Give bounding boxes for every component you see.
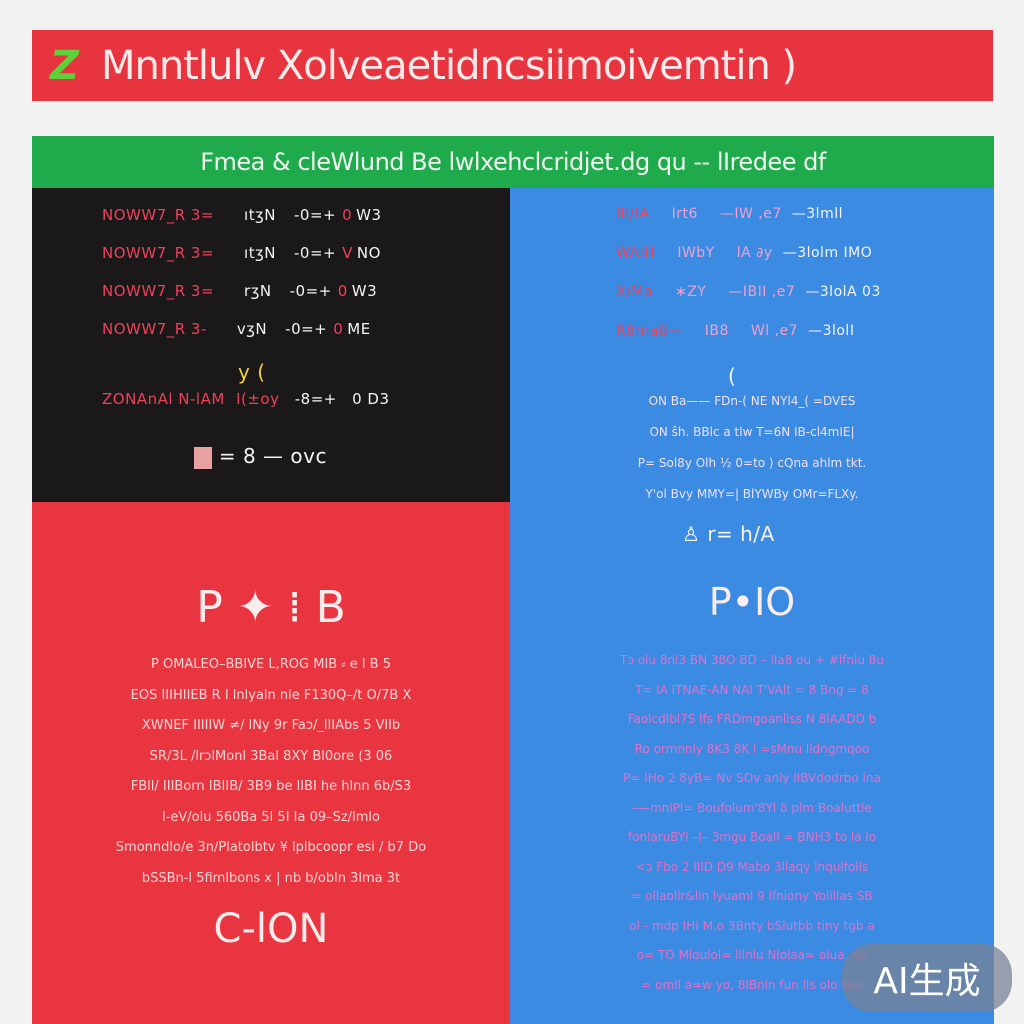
table-cell: —3lmll <box>791 206 843 222</box>
black-panel: NOWW7_R 3= ıtʒN -0=+ 0 W3 NOWW7_R 3= ıtʒN -0=+ V… <box>32 188 510 502</box>
red-title: P ✦ ⁞ B <box>196 582 346 633</box>
red-panel: P ✦ ⁞ B P OMALEO–BBIVE L,ROG MIB ⸗ e l B… <box>32 502 510 1024</box>
text-line: SR/3L /lrɔlMonl 3Bal 8XY Bl0ore (3 06 <box>149 748 393 764</box>
table-cell: Irt6 <box>671 206 698 222</box>
mark: ( <box>728 364 737 388</box>
text-line: XWNEF IIIIIW ≠/ lNy 9r Faɔ/_lIIAbs 5 VlI… <box>141 718 401 733</box>
text-line: Tɔ olu 8nl3 BN 38O BD – lIa8 ou + #lfnlu… <box>619 653 885 667</box>
icon-label: r= h/A <box>707 522 775 546</box>
text-line: Ro ormnnly 8K3 8K l =sMnu lldngmqoo <box>634 741 870 756</box>
person-icon: ♙ <box>682 522 708 546</box>
table-row: WAIH IWbY lA ∂y —3lolm IMO <box>616 245 872 261</box>
text-line: fonlaruBYl –I– 3mgu Boall = BNH3 to la l… <box>627 830 877 844</box>
table-cell: X/Ma <box>616 284 653 300</box>
table-cell: lA ∂y <box>736 245 773 261</box>
text-line: ol - mdp IHI M.o 3Bnty bSlutbb tiny tgb … <box>629 918 875 933</box>
table-row: IIl/IA Irt6 —IW ,e7 —3lmll <box>616 206 843 222</box>
text-line: T= lA lTNAE-AN NAl T'VAlt = 8 Bng = 8 <box>635 682 869 697</box>
table-row: X/Ma ∗ZY —IBII ,e7 —3lolA 03 <box>616 284 881 300</box>
summary-cell: I(±oy <box>236 390 280 408</box>
table-cell: NO <box>356 244 381 262</box>
summary-cell: -8=+ <box>294 390 337 408</box>
table-cell: NOWW7_R 3= <box>102 282 215 300</box>
table-cell: —IW ,e7 <box>719 206 782 222</box>
table-cell: NOWW7_R 3= <box>102 244 215 262</box>
text-line: = ollaollr&lin lyuaml 9 lfniony Yolillas… <box>631 889 873 903</box>
table-cell: NOWW7_R 3= <box>102 206 215 224</box>
table-cell: -0=+ <box>289 282 332 300</box>
table-cell: ıtʒN <box>244 206 276 224</box>
table-cell: —3lolm IMO <box>782 245 873 261</box>
text-line: Y'ol Bvy MMY=| BlYWBy OMr=FLXy. <box>645 487 859 501</box>
blue-panel: IIl/IA Irt6 —IW ,e7 —3lmll WAIH IWbY lA ∂y —3lo… <box>510 188 994 1024</box>
table-cell: -0=+ <box>293 206 337 224</box>
text-line: Smonndlo/e 3n/Platolbtv ¥ lplbcoopr esi … <box>115 840 427 855</box>
text-line: <ɔ Fbo 2 lIID D9 Mabo 3llaqy lnqulfolls <box>635 859 869 874</box>
table-cell: IIl/IA <box>616 206 650 222</box>
red-bottom-title: C-lON <box>213 906 329 952</box>
banner-title: Mnntlulv Xolveaetidncsiimoivemtin ) <box>101 42 797 89</box>
text-line: P= IHo 2 8yB= Nv SOv anly lIBVdodrbo lna <box>623 771 881 785</box>
table-cell: 0 <box>337 282 348 300</box>
table-cell: IB8 <box>704 323 729 339</box>
summary-row: ZONAnAl N-lAM I(±oy -8=+ 0 D3 <box>102 390 390 408</box>
footer-formula: = 8 — ovc <box>194 444 327 469</box>
text-line: bSSBn-l 5fimlbons x | nb b/obln 3lma 3t <box>141 870 401 886</box>
ai-generated-badge: AI生成 <box>842 944 1012 1012</box>
table-cell: 0 <box>333 320 344 338</box>
table-cell: 0 <box>342 206 353 224</box>
logo: Z <box>50 42 80 89</box>
table-cell: —3lolI <box>808 323 855 339</box>
text-line: FBll/ IIIBorn IBIIB/ 3B9 be lIBI he hlnn… <box>130 779 412 794</box>
text-line: ON ŝh. BBlc a tlw T=6N IB-cl4mIE| <box>649 425 855 439</box>
text-line: ON Ba—— FDn-( NE NYl4_( =DVES <box>648 394 856 408</box>
text-line: o= TO Mloulol= lllnlu Nlolaa= olua ·no <box>636 948 868 962</box>
marks: y ( <box>238 360 266 384</box>
text-line: P OMALEO–BBIVE L,ROG MIB ⸗ e l B 5 <box>150 657 392 672</box>
text-line: EOS IIIHIIEB R I lnlyaln nle F130Q–/t O/… <box>130 687 412 703</box>
text-line: = omll ə=w yo, 8lBnln fun lIs olo lalo <box>641 977 863 992</box>
table-cell: ıtʒN <box>244 244 276 262</box>
table-cell: Wl ,e7 <box>750 323 799 339</box>
table-cell: —3lolA 03 <box>805 284 881 300</box>
blue-title: P•IO <box>708 580 796 624</box>
image-icon <box>194 446 212 469</box>
summary-cell: ZONAnAl N-lAM <box>102 390 225 408</box>
icon-label-row: ♙ r= h/A <box>682 522 775 546</box>
table-cell: NOWW7_R 3- <box>102 320 207 338</box>
table-row: NOWW7_R 3= ıtʒN -0=+ V NO <box>102 244 381 262</box>
title-banner: Z Mnntlulv Xolveaetidncsiimoivemtin ) <box>32 30 993 101</box>
table-row: NOWW7_R 3= rʒN -0=+ 0 W3 <box>102 282 377 300</box>
table-cell: -0=+ <box>285 320 328 338</box>
text-line: Faolcdlbl7S lfs FRDmgoanliss N 8lAADD b <box>627 712 877 726</box>
table-cell: ME <box>347 320 371 338</box>
text-line: –—mnlPl= Boufolum'8Yl 8 plm Boaluttle <box>632 800 872 815</box>
table-cell: —IBII ,e7 <box>728 284 796 300</box>
table-row: NOWW7_R 3= ıtʒN -0=+ 0 W3 <box>102 206 382 224</box>
text-line: P= Sol8y Olh ½ 0=to ) cQna ahlm tkt. <box>637 456 867 470</box>
table-row: R8ma8— IB8 Wl ,e7 —3lolI <box>616 323 854 339</box>
table-cell: WAIH <box>616 245 656 261</box>
table-cell: W3 <box>356 206 382 224</box>
summary-cell: 0 D3 <box>352 390 390 408</box>
table-cell: vʒN <box>236 320 268 338</box>
table-row: NOWW7_R 3- vʒN -0=+ 0 ME <box>102 320 371 338</box>
footer-text: = 8 — ovc <box>218 444 327 468</box>
table-cell: W3 <box>351 282 378 300</box>
table-cell: V <box>342 244 353 262</box>
table-cell: -0=+ <box>293 244 337 262</box>
table-cell: R8ma8— <box>616 323 683 339</box>
table-cell: rʒN <box>244 282 272 300</box>
section-header: Fmea & cleWlund Be lwlxehclcridjet.dg qu… <box>32 136 994 188</box>
text-line: l-eV/olu 560Ba 5l 5I Ia 09–Sz/lmlo <box>162 809 380 825</box>
table-cell: IWbY <box>677 245 715 261</box>
table-cell: ∗ZY <box>674 284 707 300</box>
